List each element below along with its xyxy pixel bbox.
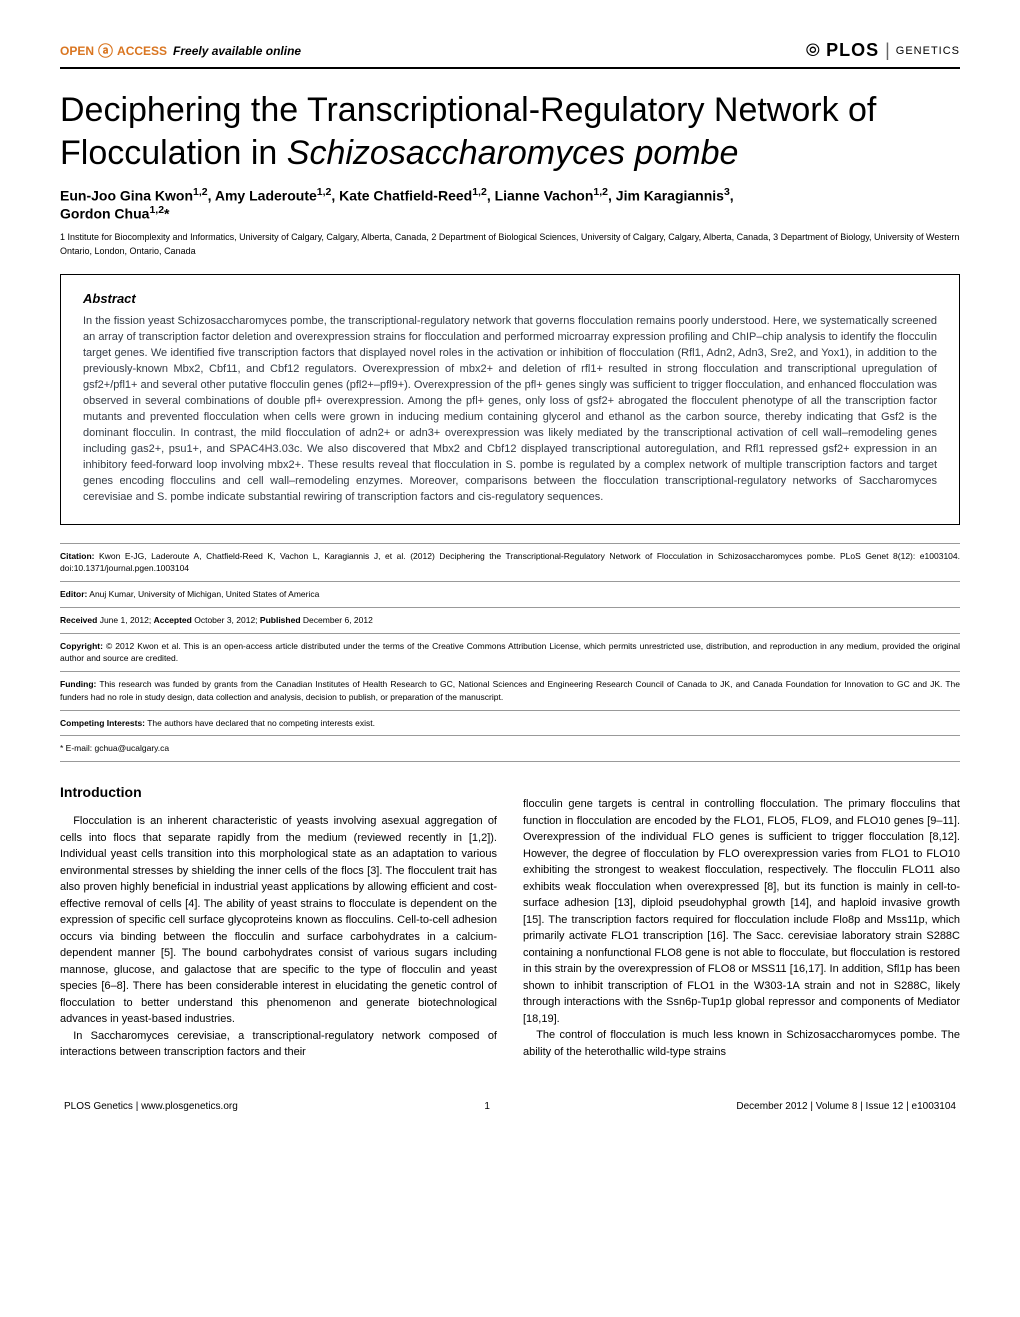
left-column: Introduction Flocculation is an inherent… bbox=[60, 762, 497, 1061]
affiliations: 1 Institute for Biocomplexity and Inform… bbox=[60, 231, 960, 258]
open-access-badge: OPEN ⓐ ACCESS Freely available online bbox=[60, 40, 301, 61]
affil-sup: 1,2 bbox=[593, 186, 608, 198]
author-5: , Jim Karagiannis bbox=[608, 188, 724, 204]
page-footer: PLOS Genetics | www.plosgenetics.org 1 D… bbox=[60, 1101, 960, 1112]
affil-sup: 1,2 bbox=[317, 186, 332, 198]
article-title: Deciphering the Transcriptional-Regulato… bbox=[60, 89, 960, 174]
funding-text: This research was funded by grants from … bbox=[60, 679, 960, 702]
title-line1: Deciphering the Transcriptional-Regulato… bbox=[60, 91, 876, 129]
author-6: Gordon Chua bbox=[60, 205, 149, 221]
dates-block: Received June 1, 2012; Accepted October … bbox=[60, 607, 960, 633]
affil-sup: 1,2 bbox=[149, 204, 164, 216]
plos-text: PLOS bbox=[826, 40, 879, 61]
accepted-label: Accepted bbox=[154, 615, 192, 625]
author-1: Eun-Joo Gina Kwon bbox=[60, 188, 193, 204]
funding-label: Funding: bbox=[60, 679, 96, 689]
intro-p4: The control of flocculation is much less… bbox=[523, 1027, 960, 1060]
editor-label: Editor: bbox=[60, 589, 87, 599]
citation-label: Citation: bbox=[60, 551, 94, 561]
funding-block: Funding: This research was funded by gra… bbox=[60, 671, 960, 710]
abstract-heading: Abstract bbox=[83, 291, 937, 306]
genetics-text: GENETICS bbox=[896, 45, 960, 57]
email-block: * E-mail: gchua@ucalgary.ca bbox=[60, 735, 960, 762]
access-label: ACCESS bbox=[117, 44, 167, 58]
intro-p3: flocculin gene targets is central in con… bbox=[523, 796, 960, 1027]
affil-sup: 1,2 bbox=[193, 186, 208, 198]
received-text: June 1, 2012; bbox=[97, 615, 153, 625]
citation-text: Kwon E-JG, Laderoute A, Chatfield-Reed K… bbox=[60, 551, 960, 574]
copyright-block: Copyright: © 2012 Kwon et al. This is an… bbox=[60, 633, 960, 672]
accepted-text: October 3, 2012; bbox=[192, 615, 260, 625]
competing-block: Competing Interests: The authors have de… bbox=[60, 710, 960, 736]
title-species: Schizosaccharomyces pombe bbox=[287, 134, 739, 172]
affil-sup: 3 bbox=[724, 186, 730, 198]
citation-block: Citation: Kwon E-JG, Laderoute A, Chatfi… bbox=[60, 543, 960, 582]
abstract-text: In the fission yeast Schizosaccharomyces… bbox=[83, 314, 937, 505]
right-column: flocculin gene targets is central in con… bbox=[523, 762, 960, 1061]
author-4: , Lianne Vachon bbox=[487, 188, 594, 204]
published-label: Published bbox=[260, 615, 301, 625]
plos-icon: ⦾ bbox=[806, 40, 820, 61]
intro-heading: Introduction bbox=[60, 782, 497, 803]
corresponding-star: * bbox=[164, 205, 169, 221]
editor-block: Editor: Anuj Kumar, University of Michig… bbox=[60, 581, 960, 607]
abstract-box: Abstract In the fission yeast Schizosacc… bbox=[60, 274, 960, 524]
footer-page-number: 1 bbox=[484, 1101, 490, 1112]
author-3: , Kate Chatfield-Reed bbox=[331, 188, 472, 204]
footer-right: December 2012 | Volume 8 | Issue 12 | e1… bbox=[736, 1101, 956, 1112]
journal-logo: ⦾ PLOS | GENETICS bbox=[806, 40, 960, 61]
copyright-text: © 2012 Kwon et al. This is an open-acces… bbox=[60, 641, 960, 664]
author-2: , Amy Laderoute bbox=[208, 188, 317, 204]
open-label: OPEN bbox=[60, 44, 94, 58]
editor-text: Anuj Kumar, University of Michigan, Unit… bbox=[87, 589, 319, 599]
open-access-icon: ⓐ bbox=[98, 40, 113, 61]
title-line2: Flocculation in bbox=[60, 134, 287, 172]
competing-label: Competing Interests: bbox=[60, 718, 145, 728]
intro-p1: Flocculation is an inherent characterist… bbox=[60, 813, 497, 1028]
corresponding-email: * E-mail: gchua@ucalgary.ca bbox=[60, 743, 169, 753]
copyright-label: Copyright: bbox=[60, 641, 103, 651]
competing-text: The authors have declared that no compet… bbox=[145, 718, 375, 728]
footer-left: PLOS Genetics | www.plosgenetics.org bbox=[64, 1101, 238, 1112]
intro-p2: In Saccharomyces cerevisiae, a transcrip… bbox=[60, 1028, 497, 1061]
header-bar: OPEN ⓐ ACCESS Freely available online ⦾ … bbox=[60, 40, 960, 69]
body-columns: Introduction Flocculation is an inherent… bbox=[60, 762, 960, 1061]
authors-line: Eun-Joo Gina Kwon1,2, Amy Laderoute1,2, … bbox=[60, 186, 960, 221]
published-text: December 6, 2012 bbox=[301, 615, 373, 625]
received-label: Received bbox=[60, 615, 97, 625]
freely-label: Freely available online bbox=[173, 44, 301, 58]
affil-sup: 1,2 bbox=[472, 186, 487, 198]
